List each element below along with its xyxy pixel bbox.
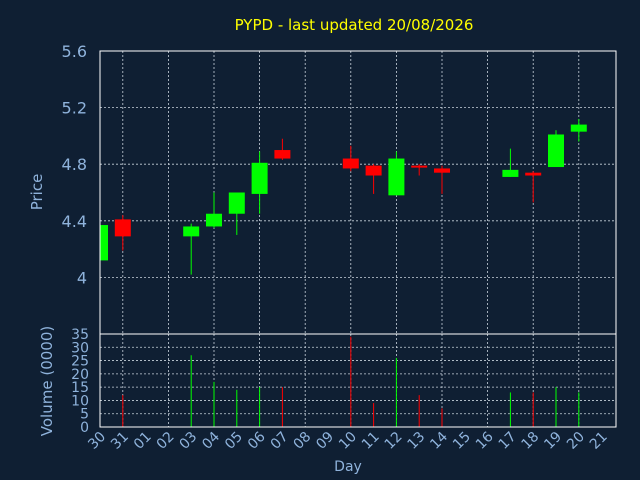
volume-tick-label: 5 (80, 407, 89, 423)
price-tick-label: 4 (77, 268, 87, 287)
volume-panel-frame (99, 333, 617, 428)
volume-tick-label: 15 (71, 380, 89, 396)
price-y-ticks: 4 4.4 4.8 5.2 5.6 (62, 42, 87, 287)
volume-tick-label: 10 (71, 393, 89, 409)
candle-body (274, 150, 291, 159)
volume-tick-label: 25 (71, 354, 89, 370)
price-axis-label: Price (28, 174, 46, 211)
candle-body (434, 168, 450, 173)
price-tick-label: 5.2 (62, 99, 87, 118)
x-axis-label: Day (334, 459, 362, 475)
candle-body (411, 165, 428, 168)
candle-body (251, 162, 268, 194)
price-candles (99, 118, 587, 275)
candle-body (100, 225, 108, 261)
volume-tick-label: 35 (71, 327, 89, 343)
volume-tick-label: 30 (71, 340, 89, 356)
candle-body (502, 169, 519, 177)
candle-body (114, 219, 131, 237)
volume-axis-label: Volume (0000) (38, 326, 56, 436)
candle-body (342, 158, 359, 169)
x-tick-labels: 3031010203040506070809101112131415161718… (85, 429, 611, 453)
price-tick-label: 4.8 (62, 155, 87, 174)
candle-body (525, 172, 542, 176)
volume-tick-label: 20 (71, 367, 89, 383)
candle-body (388, 158, 405, 196)
volume-tick-label: 0 (80, 420, 89, 436)
candle-body (548, 134, 564, 168)
price-tick-label: 4.4 (62, 212, 87, 231)
candle-body (206, 213, 222, 227)
candle-body (365, 165, 382, 176)
chart-title: PYPD - last updated 20/08/2026 (235, 16, 474, 34)
candle-body (570, 124, 587, 132)
price-tick-label: 5.6 (62, 42, 87, 61)
candle-body (228, 192, 245, 214)
candle-body (183, 226, 200, 237)
